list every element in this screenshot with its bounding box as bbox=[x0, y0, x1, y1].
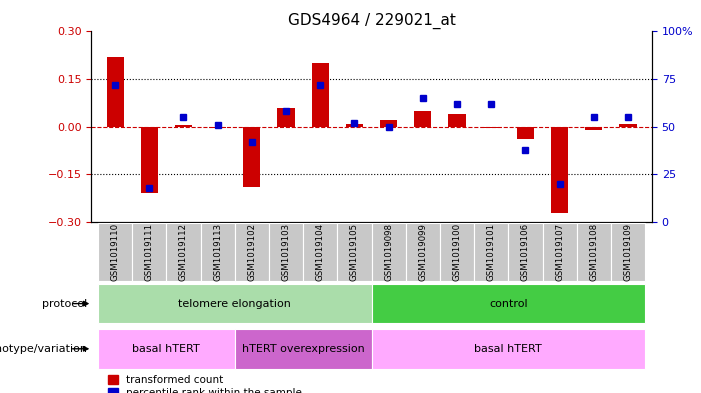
Text: control: control bbox=[489, 299, 528, 309]
Text: GSM1019103: GSM1019103 bbox=[282, 223, 290, 281]
Bar bbox=[107, 57, 123, 127]
Bar bbox=[414, 111, 431, 127]
Text: GSM1019104: GSM1019104 bbox=[315, 223, 325, 281]
Text: GSM1019102: GSM1019102 bbox=[247, 223, 257, 281]
Text: hTERT overexpression: hTERT overexpression bbox=[242, 344, 365, 354]
Bar bbox=[235, 223, 269, 281]
Text: GSM1019107: GSM1019107 bbox=[555, 223, 564, 281]
Text: GSM1019108: GSM1019108 bbox=[590, 223, 598, 281]
Bar bbox=[166, 223, 200, 281]
Text: protocol: protocol bbox=[42, 299, 88, 309]
Bar bbox=[380, 120, 397, 127]
Text: GSM1019111: GSM1019111 bbox=[145, 223, 154, 281]
Title: GDS4964 / 229021_at: GDS4964 / 229021_at bbox=[287, 13, 456, 29]
Text: GSM1019113: GSM1019113 bbox=[213, 223, 222, 281]
Bar bbox=[449, 114, 465, 127]
Text: GSM1019101: GSM1019101 bbox=[486, 223, 496, 281]
Bar bbox=[235, 329, 372, 369]
Text: GSM1019109: GSM1019109 bbox=[623, 223, 632, 281]
Bar bbox=[543, 223, 577, 281]
Bar bbox=[175, 125, 192, 127]
Bar bbox=[303, 223, 337, 281]
Bar bbox=[440, 223, 474, 281]
Text: telomere elongation: telomere elongation bbox=[178, 299, 291, 309]
Text: GSM1019098: GSM1019098 bbox=[384, 223, 393, 281]
Bar bbox=[98, 223, 132, 281]
Bar bbox=[337, 223, 372, 281]
Bar bbox=[406, 223, 440, 281]
Bar bbox=[98, 284, 372, 323]
Bar bbox=[474, 223, 508, 281]
Bar bbox=[577, 223, 611, 281]
Bar bbox=[132, 223, 166, 281]
Bar bbox=[551, 127, 568, 213]
Bar bbox=[517, 127, 534, 140]
Bar bbox=[611, 223, 645, 281]
Bar bbox=[141, 127, 158, 193]
Bar bbox=[508, 223, 543, 281]
Text: GSM1019112: GSM1019112 bbox=[179, 223, 188, 281]
Bar bbox=[98, 329, 235, 369]
Bar bbox=[312, 63, 329, 127]
Text: basal hTERT: basal hTERT bbox=[475, 344, 542, 354]
Bar bbox=[372, 223, 406, 281]
Text: GSM1019110: GSM1019110 bbox=[111, 223, 120, 281]
Bar bbox=[278, 108, 294, 127]
Text: GSM1019106: GSM1019106 bbox=[521, 223, 530, 281]
Bar bbox=[483, 127, 500, 128]
Text: basal hTERT: basal hTERT bbox=[132, 344, 200, 354]
Text: GSM1019100: GSM1019100 bbox=[453, 223, 461, 281]
Text: GSM1019105: GSM1019105 bbox=[350, 223, 359, 281]
Text: genotype/variation: genotype/variation bbox=[0, 344, 88, 354]
Bar bbox=[209, 127, 226, 128]
Bar bbox=[200, 223, 235, 281]
Bar bbox=[372, 329, 645, 369]
Legend: transformed count, percentile rank within the sample: transformed count, percentile rank withi… bbox=[107, 375, 302, 393]
Bar bbox=[243, 127, 260, 187]
Bar bbox=[269, 223, 303, 281]
Bar bbox=[346, 123, 363, 127]
Text: GSM1019099: GSM1019099 bbox=[418, 223, 428, 281]
Bar bbox=[620, 123, 637, 127]
Bar bbox=[372, 284, 645, 323]
Bar bbox=[585, 127, 602, 130]
